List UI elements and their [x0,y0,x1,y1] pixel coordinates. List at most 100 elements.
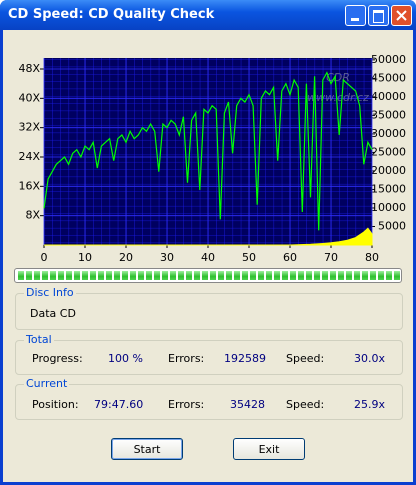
x-tick-label: 0 [41,251,48,264]
progress-segment [394,271,400,280]
progress-segment [138,271,144,280]
speed-line [43,71,373,231]
progress-segment [106,271,112,280]
progress-segment [74,271,80,280]
exit-button[interactable]: Exit [233,438,305,460]
value: 192589 [224,352,266,365]
x-tick-label: 40 [201,251,215,264]
progress-segment [378,271,384,280]
y-tick-label: 40X [18,91,40,104]
x-tick-label: 30 [160,251,174,264]
y2-tick-label: 25000 [371,145,406,158]
value: 79:47.60 [94,398,144,411]
group-legend: Total [24,333,54,346]
group-legend: Current [24,377,70,390]
y2-tick-label: 5000 [378,219,406,232]
progress-segment [370,271,376,280]
progress-segment [250,271,256,280]
progress-segment [98,271,104,280]
x-tick-label: 20 [119,251,133,264]
progress-segment [298,271,304,280]
progress-segment [226,271,232,280]
label: Speed: [286,398,325,411]
progress-segment [322,271,328,280]
progress-segment [18,271,24,280]
label: Errors: [168,398,205,411]
progress-segment [186,271,192,280]
y2-tick-label: 30000 [371,127,406,140]
y-tick-label: 32X [18,121,40,134]
progress-segment [178,271,184,280]
x-tick-label: 10 [78,251,92,264]
progress-segment [130,271,136,280]
y-tick-label: 8X [25,209,40,222]
y-tick-label: 48X [18,62,40,75]
progress-segment [90,271,96,280]
chart: 8X 16X 24X 32X 40X 48X 5000 10000 15000 20000 2500… [18,53,406,264]
progress-segment [306,271,312,280]
y2-tick-label: 50000 [371,53,406,66]
progress-segment [362,271,368,280]
minimize-button[interactable] [345,5,366,26]
y-tick-label: 16X [18,179,40,192]
window-title: CD Speed: CD Quality Check [8,7,215,22]
progress-segment [154,271,160,280]
start-button[interactable]: Start [111,438,183,460]
group-legend: Disc Info [24,286,76,299]
progress-segment [266,271,272,280]
value: 100 % [108,352,143,365]
x-tick-label: 60 [283,251,297,264]
progress-segment [386,271,392,280]
y-tick-label: 24X [18,150,40,163]
progress-segment [346,271,352,280]
progress-segment [122,271,128,280]
progress-segment [114,271,120,280]
total-group: Total Progress: 100 % Errors: 192589 Spe… [15,333,403,375]
progress-segment [330,271,336,280]
label: Position: [32,398,79,411]
progress-segment [146,271,152,280]
current-group: Current Position: 79:47.60 Errors: 35428… [15,377,403,420]
progress-segment [258,271,264,280]
value: 30.0x [354,352,386,365]
progress-segment [218,271,224,280]
progress-segment [170,271,176,280]
progress-segment [50,271,56,280]
disc-info-group: Disc Info Data CD [15,286,403,330]
disc-type: Data CD [30,307,76,320]
y2-tick-label: 20000 [371,164,406,177]
label: Progress: [32,352,83,365]
y2-tick-label: 10000 [371,201,406,214]
progress-bar [14,268,402,283]
label: Errors: [168,352,205,365]
progress-segment [42,271,48,280]
y2-tick-label: 40000 [371,90,406,103]
progress-segment [82,271,88,280]
watermark: www.cdr.cz [307,91,369,104]
label: Speed: [286,352,325,365]
close-button[interactable] [391,5,412,26]
y2-tick-label: 35000 [371,108,406,121]
value: 35428 [230,398,265,411]
progress-segment [202,271,208,280]
y2-tick-label: 15000 [371,182,406,195]
progress-segment [162,271,168,280]
maximize-button[interactable] [368,5,389,26]
x-tick-label: 70 [324,251,338,264]
progress-segment [234,271,240,280]
progress-segment [194,271,200,280]
progress-segment [242,271,248,280]
progress-segment [354,271,360,280]
error-area [44,227,373,246]
progress-segment [290,271,296,280]
progress-segment [274,271,280,280]
progress-segment [58,271,64,280]
value: 25.9x [354,398,386,411]
progress-segment [314,271,320,280]
y2-tick-label: 45000 [371,71,406,84]
progress-segment [282,271,288,280]
progress-segment [26,271,32,280]
progress-segment [66,271,72,280]
x-tick-label: 50 [242,251,256,264]
